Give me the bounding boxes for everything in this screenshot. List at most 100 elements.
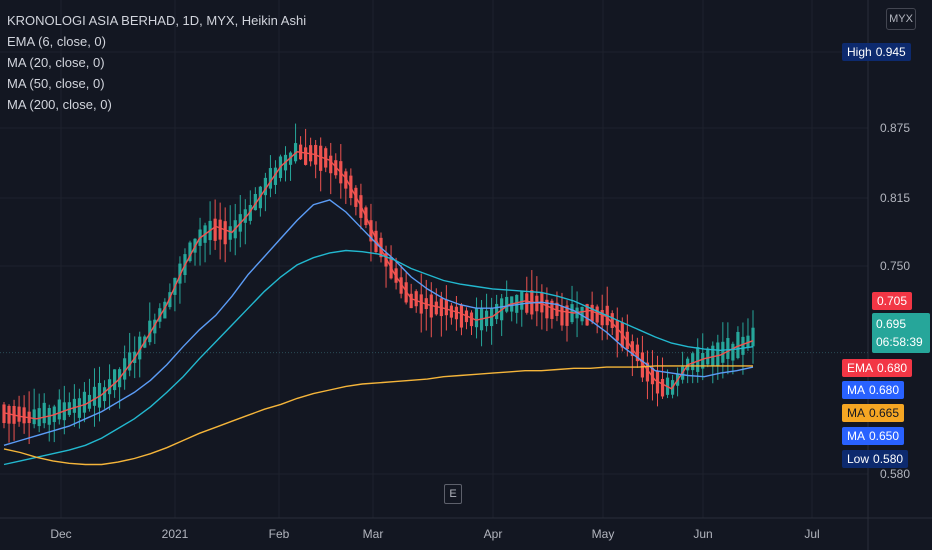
candle-body [223, 221, 227, 245]
ma50-legend[interactable]: MA (50, close, 0) [7, 76, 105, 91]
candle-body [163, 301, 167, 319]
candle-body [495, 303, 499, 320]
candle-body [288, 152, 293, 165]
candle-body [691, 353, 695, 371]
candle-body [706, 348, 710, 365]
candle-body [696, 347, 700, 372]
ema-tag: EMA 0.680 [842, 359, 913, 377]
candle-body [635, 344, 639, 362]
low-tag-label: Low [847, 452, 870, 466]
candle-body [7, 405, 11, 424]
candle-body [459, 305, 464, 328]
candle-body [731, 343, 735, 361]
candle-body [253, 193, 257, 211]
chart-legend: KRONOLOGI ASIA BERHAD, 1D, MYX, Heikin A… [7, 10, 306, 115]
last-price-value: 0.695 [876, 317, 907, 331]
candle-body [138, 336, 142, 360]
candle-body [344, 171, 348, 189]
y-tick-label: 0.875 [880, 121, 910, 135]
candle-body [419, 294, 423, 314]
candle-body [168, 292, 172, 308]
candle-body [188, 242, 192, 262]
close-red-tag-value: 0.705 [877, 294, 908, 308]
candle-body [545, 299, 549, 319]
candle-body [57, 399, 61, 420]
candle-body [37, 408, 41, 427]
candle-body [22, 407, 26, 424]
chart-title: KRONOLOGI ASIA BERHAD, 1D, MYX, Heikin A… [7, 13, 307, 28]
x-tick-label: Feb [269, 527, 290, 541]
ma20-tag: MA 0.680 [842, 381, 905, 399]
candle-body [535, 295, 539, 312]
candle-body [736, 331, 740, 359]
ma200-tag-value: 0.650 [869, 429, 900, 443]
y-tick-label: 0.815 [880, 191, 910, 205]
ma20-line [3, 199, 754, 446]
candle-body [178, 263, 182, 284]
y-tick-label: 0.750 [880, 259, 910, 273]
close-red-tag: 0.705 [872, 292, 913, 310]
candle-body [17, 406, 21, 422]
ma20-legend[interactable]: MA (20, close, 0) [7, 55, 105, 70]
candle-body [112, 369, 117, 391]
currency-button[interactable]: MYX [886, 8, 916, 30]
last-price-tag: 0.695 06:58:39 [872, 313, 930, 353]
x-tick-label: Jul [804, 527, 819, 541]
candle-body [153, 319, 157, 334]
low-tag: Low 0.580 [842, 450, 909, 468]
candle-body [590, 304, 594, 322]
candle-body [716, 342, 720, 366]
ma20-tag-value: 0.680 [869, 383, 900, 397]
x-tick-label: Dec [50, 527, 71, 541]
candle-body [218, 219, 222, 240]
candle-body [751, 327, 755, 347]
ma200-legend[interactable]: MA (200, close, 0) [7, 97, 112, 112]
candle-body [726, 338, 730, 359]
candle-body [107, 379, 112, 395]
candle-body [409, 293, 413, 309]
candle-body [741, 336, 745, 355]
candle-body [248, 205, 252, 221]
candle-body [550, 300, 554, 319]
ma20-tag-label: MA [847, 383, 865, 397]
candle-body [660, 378, 665, 397]
low-tag-value: 0.580 [873, 452, 904, 466]
candle-body [565, 305, 569, 326]
candle-body [645, 362, 650, 382]
ma50-tag-value: 0.665 [869, 406, 900, 420]
candle-body [228, 226, 232, 240]
high-tag: High 0.945 [842, 43, 911, 61]
candle-body [268, 168, 273, 189]
bar-countdown: 06:58:39 [876, 335, 923, 349]
ma200-line [3, 365, 753, 466]
candle-body [213, 218, 217, 241]
candle-body [158, 308, 162, 322]
events-button[interactable]: E [444, 484, 462, 504]
x-tick-label: Apr [484, 527, 503, 541]
ema6-legend[interactable]: EMA (6, close, 0) [7, 34, 106, 49]
candle-body [701, 353, 705, 369]
candle-body [414, 291, 418, 307]
candle-body [82, 391, 87, 413]
candle-body [128, 352, 132, 371]
candle-body [615, 320, 619, 341]
ema-tag-label: EMA [847, 361, 874, 375]
candle-body [369, 220, 373, 242]
high-tag-label: High [847, 45, 872, 59]
candle-body [640, 352, 645, 378]
candle-body [329, 155, 333, 174]
candle-body [263, 177, 267, 196]
candle-body [304, 147, 308, 165]
x-tick-label: 2021 [162, 527, 189, 541]
candle-body [610, 313, 614, 328]
candle-body [42, 402, 46, 424]
candle-body [474, 307, 479, 328]
ma50-tag: MA 0.665 [842, 404, 905, 422]
candle-body [123, 358, 127, 380]
candle-body [585, 304, 589, 326]
candle-body [580, 306, 584, 322]
candle-body [444, 299, 448, 316]
x-tick-label: Jun [693, 527, 712, 541]
